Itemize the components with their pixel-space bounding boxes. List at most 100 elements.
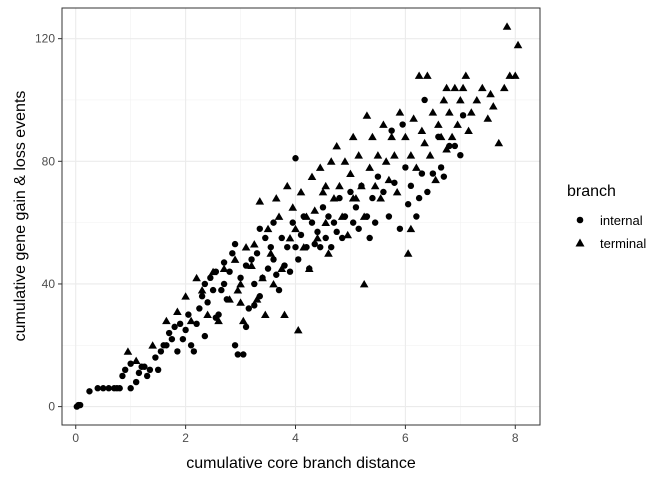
data-point-terminal <box>318 187 328 196</box>
data-point-internal <box>262 234 269 242</box>
data-point-internal <box>185 311 192 318</box>
data-point-terminal <box>225 295 234 303</box>
data-point-internal <box>429 170 437 177</box>
data-point-terminal <box>447 132 457 141</box>
data-point-terminal <box>173 307 182 315</box>
data-point-terminal <box>249 240 259 248</box>
data-point-internal <box>275 286 283 294</box>
data-point-terminal <box>304 264 314 273</box>
data-point-terminal <box>368 132 377 141</box>
data-point-terminal <box>181 292 190 300</box>
data-point-internal <box>388 127 395 134</box>
data-point-internal <box>369 194 376 202</box>
data-point-terminal <box>299 243 309 251</box>
data-point-terminal <box>406 151 416 159</box>
data-point-internal <box>229 250 236 257</box>
data-point-terminal <box>365 163 374 171</box>
data-point-terminal <box>467 108 476 116</box>
data-point-internal <box>168 335 176 343</box>
data-point-internal <box>333 228 340 236</box>
data-point-terminal <box>230 255 240 263</box>
data-point-terminal <box>241 243 251 251</box>
data-point-terminal <box>332 141 342 150</box>
data-point-internal <box>127 360 134 367</box>
data-point-terminal <box>409 114 418 122</box>
data-point-terminal <box>417 126 427 135</box>
data-point-internal <box>440 173 448 180</box>
x-axis-title: cumulative core branch distance <box>186 455 416 472</box>
data-point-terminal <box>313 233 322 242</box>
data-point-internal <box>308 219 316 226</box>
data-point-internal <box>347 188 354 196</box>
data-point-internal <box>374 173 382 180</box>
y-tick-label: 120 <box>35 32 55 46</box>
data-point-internal <box>146 366 154 374</box>
data-point-internal <box>424 188 431 196</box>
data-point-internal <box>94 385 101 392</box>
data-point-terminal <box>362 111 372 119</box>
data-point-terminal <box>337 212 347 220</box>
data-point-internal <box>196 305 203 312</box>
data-point-internal <box>270 219 277 226</box>
data-point-internal <box>76 401 84 409</box>
data-point-internal <box>349 219 357 226</box>
data-point-internal <box>100 385 107 392</box>
data-point-terminal <box>395 108 405 116</box>
data-point-internal <box>391 179 398 186</box>
data-point-terminal <box>359 279 369 288</box>
data-point-terminal <box>266 249 276 257</box>
data-point-terminal <box>247 261 256 269</box>
data-point-internal <box>187 342 195 349</box>
data-point-internal <box>297 231 305 239</box>
data-point-terminal <box>423 71 432 79</box>
data-point-internal <box>459 112 467 119</box>
data-point-internal <box>399 121 406 128</box>
data-point-terminal <box>274 212 284 220</box>
data-point-internal <box>284 243 291 251</box>
data-point-internal <box>404 201 412 208</box>
data-point-internal <box>380 188 387 196</box>
data-point-internal <box>330 219 338 226</box>
data-point-terminal <box>442 83 451 92</box>
data-point-terminal <box>376 194 385 202</box>
data-point-terminal <box>239 316 248 325</box>
data-point-terminal <box>282 181 292 190</box>
data-point-internal <box>190 348 198 355</box>
data-point-terminal <box>390 151 399 159</box>
data-point-internal <box>179 335 187 343</box>
data-point-terminal <box>288 203 298 211</box>
data-point-internal <box>240 351 247 358</box>
data-point-terminal <box>359 212 369 220</box>
data-point-terminal <box>428 108 438 116</box>
data-point-terminal <box>483 114 493 122</box>
data-point-internal <box>242 262 250 269</box>
data-point-internal <box>218 286 225 294</box>
data-point-terminal <box>285 233 295 242</box>
data-point-terminal <box>436 132 446 141</box>
data-point-internal <box>336 194 343 202</box>
data-point-internal <box>209 286 217 294</box>
data-point-terminal <box>478 83 487 92</box>
data-point-terminal <box>252 295 262 303</box>
data-point-terminal <box>379 120 388 128</box>
data-point-internal <box>135 369 143 377</box>
data-point-internal <box>226 268 233 275</box>
data-point-terminal <box>370 181 380 190</box>
data-point-internal <box>248 256 255 263</box>
data-point-internal <box>127 385 134 392</box>
data-point-internal <box>407 182 415 190</box>
data-point-terminal <box>296 187 306 196</box>
data-point-terminal <box>326 157 336 165</box>
data-point-internal <box>176 320 184 328</box>
data-point-terminal <box>499 83 509 92</box>
data-point-internal <box>163 342 170 349</box>
data-point-terminal <box>236 279 245 288</box>
data-point-terminal <box>263 224 273 233</box>
x-tick-label: 6 <box>402 431 409 445</box>
data-point-terminal <box>233 286 243 294</box>
data-point-internal <box>220 280 228 288</box>
data-point-internal <box>132 378 140 386</box>
data-point-internal <box>251 302 258 309</box>
